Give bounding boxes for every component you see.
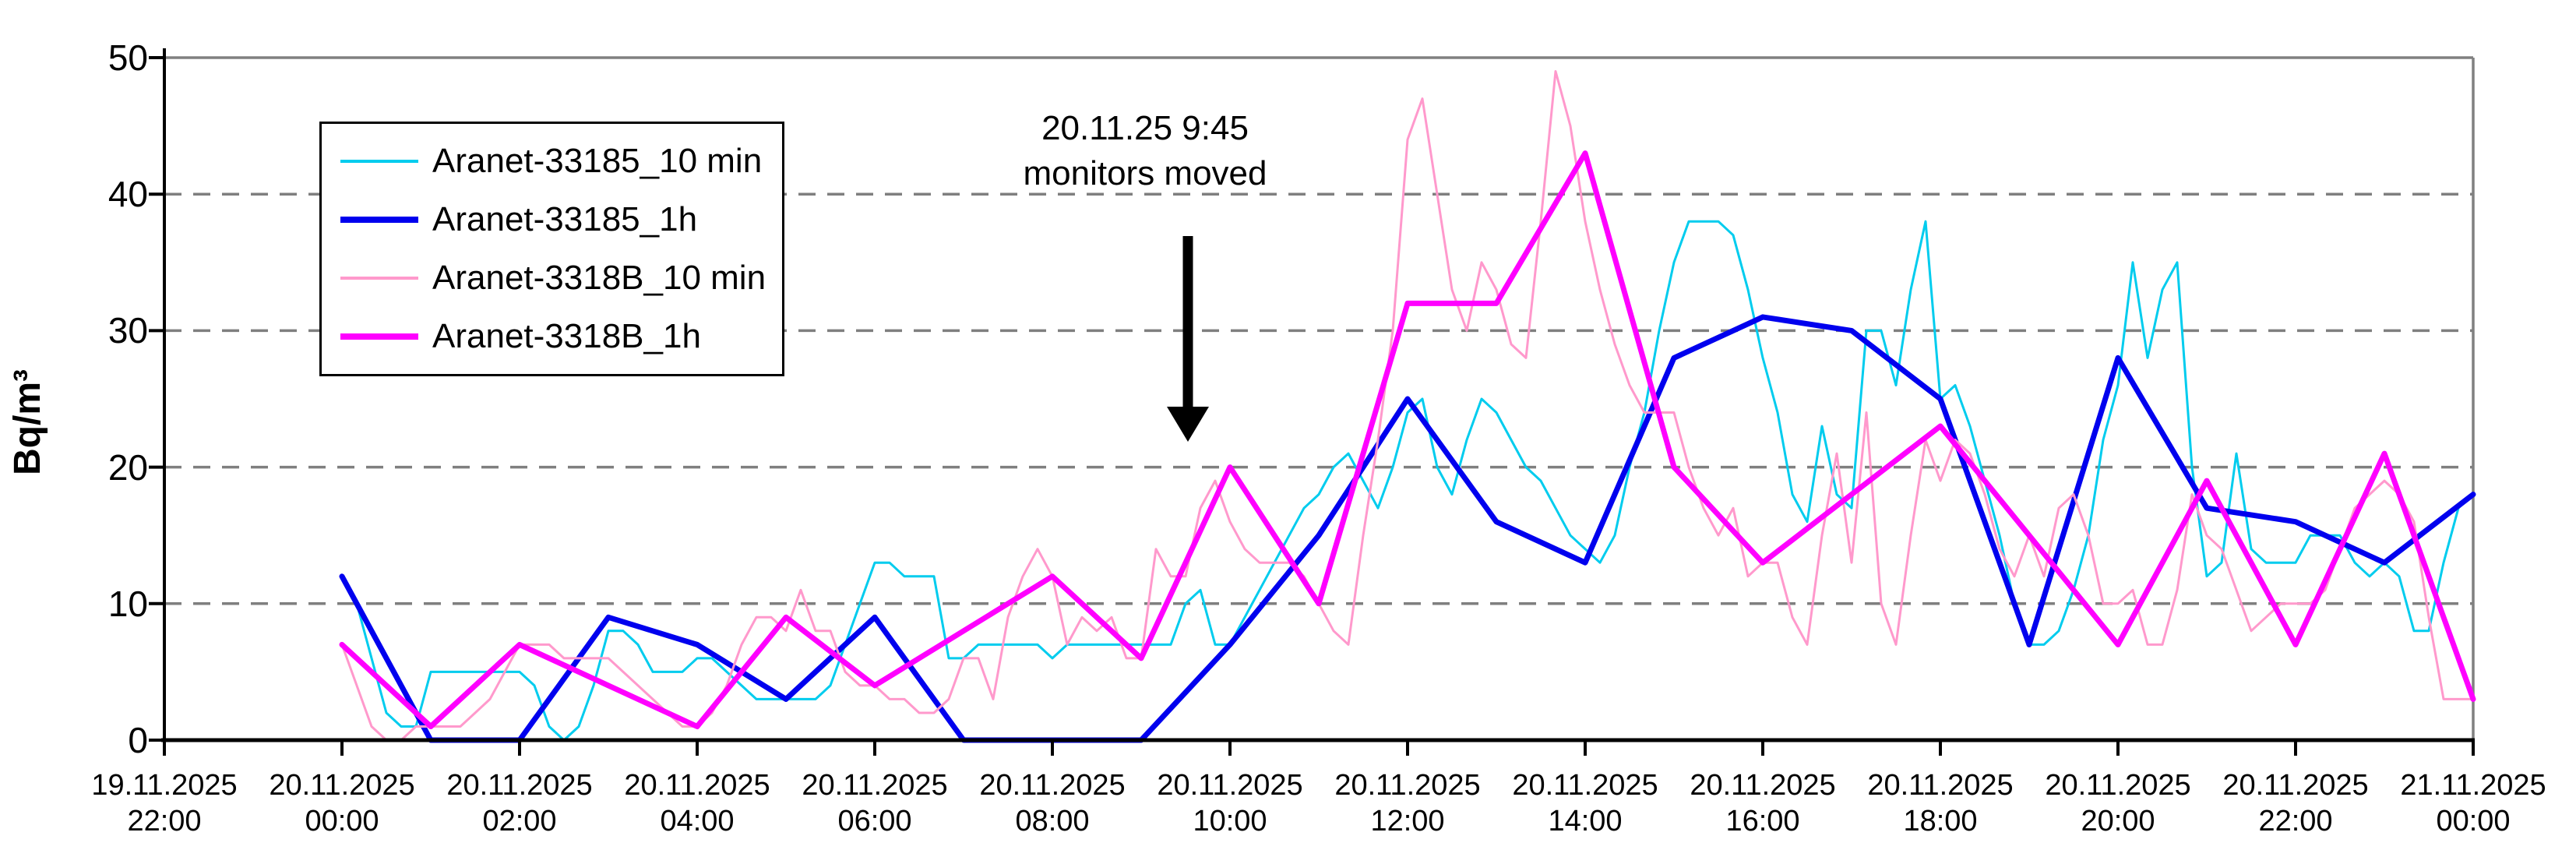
x-tick-label-3: 20.11.2025 04:00 (596, 767, 798, 839)
x-tick-time: 08:00 (1015, 805, 1090, 838)
legend-item: Aranet-33185_10 min (340, 142, 782, 181)
x-tick-time: 04:00 (660, 805, 735, 838)
legend-label: Aranet-3318B_1h (432, 317, 701, 356)
x-tick-label-0: 19.11.2025 22:00 (63, 767, 266, 839)
x-tick-date: 20.11.2025 (1512, 769, 1658, 802)
x-tick-label-7: 20.11.2025 12:00 (1306, 767, 1509, 839)
x-tick-label-4: 20.11.2025 06:00 (774, 767, 976, 839)
x-tick-time: 22:00 (127, 805, 202, 838)
annotation-line1: 20.11.25 9:45 (1041, 109, 1249, 147)
y-tick-label-0: 0 (128, 720, 148, 760)
legend-swatch-33185-1h (340, 216, 418, 223)
x-tick-date: 20.11.2025 (802, 769, 948, 802)
x-tick-label-6: 20.11.2025 10:00 (1129, 767, 1331, 839)
legend-item: Aranet-3318B_10 min (340, 259, 782, 298)
x-tick-label-1: 20.11.2025 00:00 (241, 767, 443, 839)
annotation-arrow-head (1167, 407, 1209, 442)
x-tick-label-2: 20.11.2025 02:00 (418, 767, 621, 839)
legend-item: Aranet-33185_1h (340, 200, 782, 239)
x-tick-date: 20.11.2025 (2045, 769, 2191, 802)
x-tick-time: 14:00 (1548, 805, 1623, 838)
x-tick-time: 20:00 (2081, 805, 2155, 838)
legend-label: Aranet-33185_10 min (432, 141, 763, 180)
y-tick-label-40: 40 (107, 174, 148, 215)
x-tick-time: 06:00 (837, 805, 912, 838)
x-tick-label-13: 21.11.2025 00:00 (2372, 767, 2574, 839)
y-tick-label-30: 30 (107, 310, 148, 351)
x-tick-time: 10:00 (1193, 805, 1267, 838)
x-tick-time: 22:00 (2258, 805, 2333, 838)
x-tick-time: 02:00 (482, 805, 557, 838)
x-tick-date: 20.11.2025 (2222, 769, 2369, 802)
x-tick-date: 21.11.2025 (2400, 769, 2546, 802)
y-tick-label-50: 50 (107, 37, 148, 78)
legend-swatch-3318B-1h (340, 333, 418, 340)
x-tick-date: 20.11.2025 (446, 769, 593, 802)
legend-swatch-33185-10min (340, 159, 418, 163)
x-tick-date: 20.11.2025 (1157, 769, 1303, 802)
x-tick-label-9: 20.11.2025 16:00 (1662, 767, 1864, 839)
x-tick-label-11: 20.11.2025 20:00 (2017, 767, 2219, 839)
x-tick-time: 16:00 (1725, 805, 1800, 838)
x-tick-label-12: 20.11.2025 22:00 (2194, 767, 2397, 839)
x-tick-time: 12:00 (1370, 805, 1445, 838)
annotation-line2: monitors moved (1023, 154, 1267, 192)
legend-item: Aranet-3318B_1h (340, 317, 782, 356)
series-line-aranet-3318b-1h (339, 150, 2476, 729)
legend-label: Aranet-3318B_10 min (432, 259, 766, 298)
x-tick-date: 20.11.2025 (979, 769, 1126, 802)
series-line-aranet-33185-1h (339, 314, 2476, 743)
x-tick-date: 19.11.2025 (91, 769, 238, 802)
x-tick-date: 20.11.2025 (1334, 769, 1481, 802)
x-tick-date: 20.11.2025 (1690, 769, 1836, 802)
x-tick-label-8: 20.11.2025 14:00 (1484, 767, 1686, 839)
x-tick-time: 00:00 (2436, 805, 2511, 838)
x-tick-date: 20.11.2025 (1867, 769, 2014, 802)
x-tick-label-10: 20.11.2025 18:00 (1839, 767, 2042, 839)
x-tick-date: 20.11.2025 (624, 769, 770, 802)
y-tick-label-10: 10 (107, 583, 148, 624)
x-tick-date: 20.11.2025 (269, 769, 415, 802)
series-line-aranet-33185-10-min (340, 220, 2475, 742)
y-axis-title: Bq/m³ (7, 369, 48, 475)
annotation-monitors-moved: 20.11.25 9:45 monitors moved (981, 106, 1309, 196)
legend-label: Aranet-33185_1h (432, 199, 698, 238)
x-tick-time: 00:00 (305, 805, 379, 838)
legend-swatch-3318B-10min (340, 277, 418, 280)
legend: Aranet-33185_10 min Aranet-33185_1h Aran… (319, 122, 784, 376)
x-tick-label-5: 20.11.2025 08:00 (951, 767, 1154, 839)
y-tick-label-20: 20 (107, 446, 148, 488)
x-tick-time: 18:00 (1903, 805, 1978, 838)
